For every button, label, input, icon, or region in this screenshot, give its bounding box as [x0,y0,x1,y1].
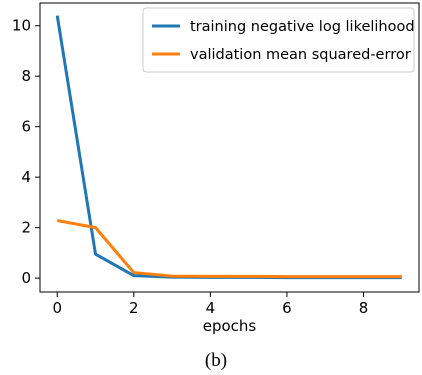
y-tick-label: 10 [12,17,31,35]
y-tick-label: 8 [21,67,31,85]
y-tick-label: 6 [21,118,31,136]
legend: training negative log likelihood validati… [142,7,415,73]
legend-label: validation mean squared-error [190,47,411,63]
x-tick-label: 8 [359,299,369,317]
y-tick-label: 2 [21,219,31,237]
x-tick-label: 6 [282,299,292,317]
y-tick-label: 4 [21,168,31,186]
legend-box [142,7,415,73]
x-axis-label: epochs [203,317,257,335]
x-axis: 0 2 4 6 8 [52,292,368,317]
y-tick-label: 0 [21,269,31,287]
series-layer [55,15,402,280]
x-tick-label: 0 [52,299,62,317]
series-line-2 [56,219,402,279]
plot-area: training negative log likelihood validati… [39,2,420,293]
legend-label: training negative log likelihood [190,19,415,35]
x-tick-label: 4 [206,299,216,317]
y-axis: 0 2 4 6 8 10 [12,17,40,287]
plot-frame [39,2,420,293]
figure-caption: (b) [205,350,227,371]
x-tick-label: 2 [129,299,139,317]
